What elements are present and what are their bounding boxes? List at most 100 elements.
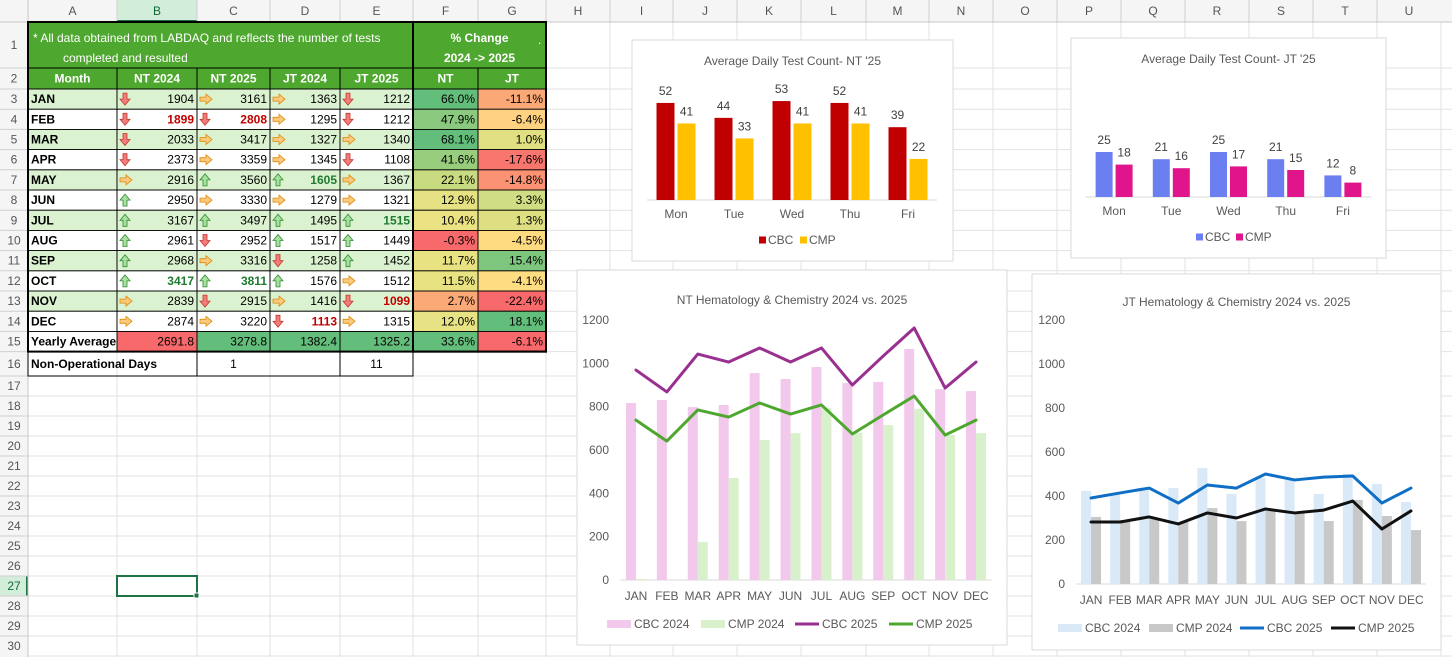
count: 1449 [383,234,410,248]
legend-label[interactable]: CMP 2025 [916,617,973,631]
column-header[interactable]: C [229,4,238,18]
legend-label[interactable]: CMP [809,233,836,247]
legend-label[interactable]: CMP 2024 [728,617,785,631]
row-header[interactable]: 15 [7,335,21,349]
row-header[interactable]: 23 [7,499,21,513]
bar [1110,492,1121,584]
column-header[interactable]: B [153,4,161,18]
legend-label[interactable]: CBC 2025 [822,617,878,631]
count: 2874 [167,314,194,328]
legend-label[interactable]: CBC [1205,230,1231,244]
row-header[interactable]: 30 [7,639,21,653]
column-header[interactable]: N [957,4,966,18]
x-tick-label: FEB [1108,593,1131,607]
row-header[interactable]: 26 [7,559,21,573]
row-header[interactable]: 17 [7,379,21,393]
row-header[interactable]: 18 [7,399,21,413]
column-header[interactable]: S [1277,4,1285,18]
trend-icon [119,92,131,106]
chart: Average Daily Test Count- NT '25 Mon Tue We… [631,39,954,262]
selected-cell[interactable] [116,575,198,597]
row-header[interactable]: 2 [11,72,18,86]
legend-label[interactable]: CBC 2024 [634,617,690,631]
row-header[interactable]: 16 [7,357,21,371]
count: 1321 [383,193,410,207]
average-value: 1382.4 [300,335,337,349]
percent-change: -22.4% [505,294,543,308]
non-operational-label: Non-Operational Days [31,357,157,371]
count: 3560 [240,173,267,187]
column-header[interactable]: M [893,4,903,18]
row-header[interactable]: 5 [11,133,18,147]
count: 2808 [240,112,267,126]
legend-label[interactable]: CBC 2024 [1085,621,1141,635]
column-header[interactable]: R [1213,4,1222,18]
row-header[interactable]: 1 [11,38,18,52]
bar [1324,175,1342,197]
count: 1899 [167,112,194,126]
row-header[interactable]: 11 [8,254,21,268]
count: 3161 [240,92,267,106]
row-fill [28,311,413,332]
column-header[interactable]: L [830,4,837,18]
chart-title: NT Hematology & Chemistry 2024 vs. 2025 [677,293,908,307]
legend-label[interactable]: CBC 2025 [1267,621,1323,635]
row-header[interactable]: 3 [11,92,18,106]
legend-label[interactable]: CMP 2025 [1358,621,1415,635]
trend-icon [119,174,133,186]
row-header[interactable]: 24 [7,519,21,533]
column-header[interactable]: Q [1148,4,1157,18]
column-header[interactable]: D [301,4,310,18]
row-header[interactable]: 13 [7,294,21,308]
column-header[interactable]: J [702,4,708,18]
count: 2961 [167,234,194,248]
column-header[interactable]: G [507,4,516,18]
row-header[interactable]: 10 [7,234,21,248]
legend-label[interactable]: CBC [768,233,794,247]
bar [1352,499,1363,584]
column-header[interactable]: O [1020,4,1029,18]
row-header[interactable]: 9 [11,213,18,227]
count: 2916 [167,173,194,187]
line-series [634,394,978,443]
column-header[interactable]: E [372,4,380,18]
row-header[interactable]: 19 [7,419,21,433]
column-header[interactable]: T [1341,4,1349,18]
column-header[interactable]: U [1405,4,1414,18]
row-header[interactable]: 12 [7,274,21,288]
trend-icon [342,233,354,247]
row-header[interactable]: 29 [7,619,21,633]
count: 1327 [310,133,337,147]
row-header[interactable]: 8 [11,193,18,207]
row-header[interactable]: 14 [7,314,21,328]
bar [1197,468,1208,584]
bar [945,435,956,580]
row-header[interactable]: 4 [11,112,18,126]
row-header[interactable]: 21 [7,459,21,473]
x-tick-label: MAY [1195,593,1220,607]
x-tick-label: Thu [840,207,861,221]
trend-icon [199,112,211,126]
column-header[interactable]: H [574,4,583,18]
column-header[interactable]: F [442,4,449,18]
data-label: 52 [659,84,673,98]
month: JUN [31,193,55,207]
row-header[interactable]: 27 [7,579,21,593]
row-header[interactable]: 28 [7,599,21,613]
column-header[interactable]: A [68,4,76,18]
column-header[interactable]: I [640,4,643,18]
row-header[interactable]: 6 [11,153,18,167]
row-header[interactable]: 22 [7,479,21,493]
row-header[interactable]: 7 [11,173,18,187]
column-header[interactable]: P [1085,4,1093,18]
row-header[interactable]: 20 [7,439,21,453]
legend-label[interactable]: CMP 2024 [1176,621,1233,635]
column-header[interactable]: K [765,4,773,18]
legend-label[interactable]: CMP [1245,230,1272,244]
trend-icon [342,92,354,106]
percent-change: 68.1% [441,133,475,147]
x-tick-label: JAN [625,589,648,603]
percent-change: -4.5% [512,234,544,248]
row-header[interactable]: 25 [7,539,21,553]
